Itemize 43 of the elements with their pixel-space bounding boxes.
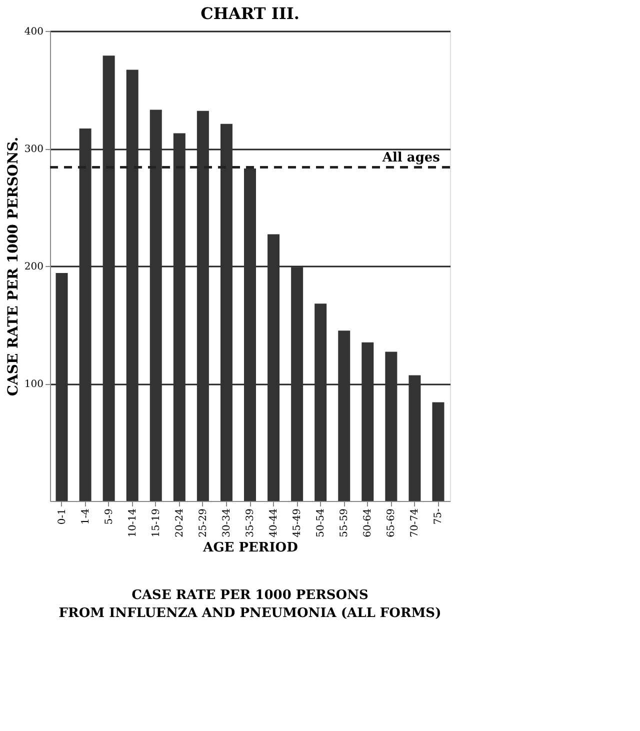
bar [362, 342, 374, 501]
bar [220, 124, 232, 501]
x-tick-label: 75- [433, 508, 444, 525]
x-axis-title: AGE PERIOD [202, 540, 298, 556]
y-tick-label: 300 [24, 144, 44, 155]
y-tick-label: 400 [24, 26, 44, 38]
x-tick-label: 70-74 [410, 508, 421, 538]
bar [291, 267, 304, 501]
bar [408, 375, 421, 501]
x-tick-label: 25-29 [198, 508, 209, 538]
x-tick-label: 0-1 [56, 508, 68, 525]
x-tick-label: 20-24 [174, 508, 186, 538]
x-tick-label: 10-14 [127, 508, 138, 538]
bar [338, 330, 350, 501]
bar [150, 110, 162, 501]
y-tick-label: 100 [24, 379, 44, 390]
bar [56, 273, 68, 501]
x-tick-label: 1-4 [80, 508, 92, 525]
bar [385, 352, 398, 501]
x-tick-label: 50-54 [316, 508, 327, 538]
x-tick-label: 30-34 [221, 508, 232, 538]
x-tick-label: 45-49 [292, 508, 304, 538]
bar [196, 110, 209, 501]
bar [314, 304, 327, 501]
text: CASE RATE PER 1000 PERSONS FROM INFLUENZA AND PNEUMONIA (ALL FORMS) [58, 588, 442, 621]
y-axis-title: CASE RATE PER 1000 PERSONS. [5, 136, 22, 396]
chart-title: CHART III. [200, 4, 300, 23]
x-tick-label: 55-59 [339, 508, 350, 538]
ref-line-label: All ages [381, 150, 440, 166]
x-tick-label: 40-44 [268, 508, 280, 538]
bar [126, 70, 138, 501]
x-tick-label: 35-39 [245, 508, 256, 538]
x-tick-label: 15-19 [150, 508, 162, 538]
bar [244, 168, 256, 501]
x-tick-label: 60-64 [362, 508, 374, 538]
bar [173, 133, 186, 501]
x-tick-label: 5-9 [104, 508, 115, 525]
bar [79, 128, 92, 501]
bar [268, 234, 280, 501]
bar [432, 402, 444, 501]
bar [102, 56, 115, 501]
x-tick-label: 65-69 [386, 508, 398, 538]
y-tick-label: 200 [24, 262, 44, 272]
